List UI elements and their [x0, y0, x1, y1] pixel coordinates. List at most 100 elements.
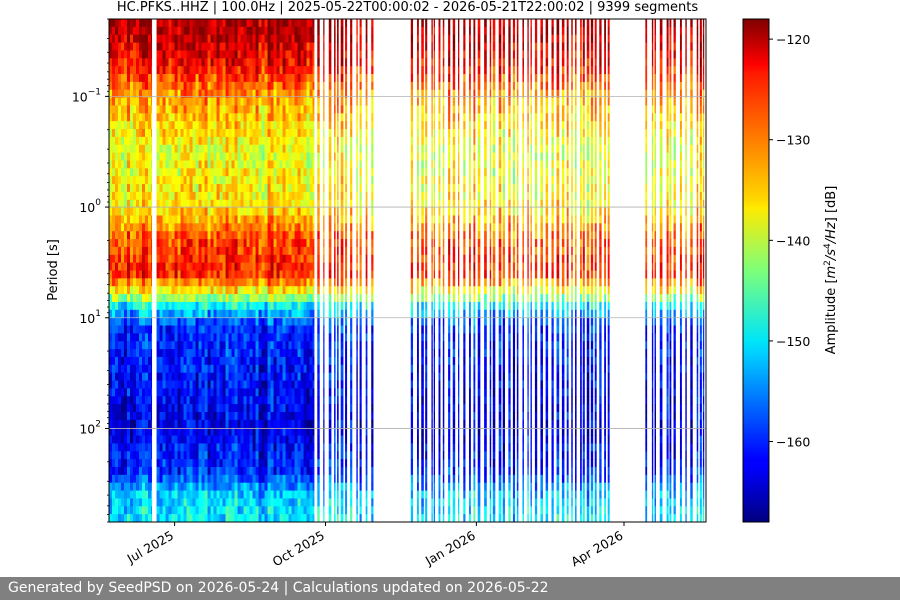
psd-cell — [148, 199, 152, 209]
psd-cell — [219, 89, 223, 98]
psd-cell — [142, 356, 146, 366]
psd-cell — [350, 136, 353, 146]
psd-cell — [261, 490, 265, 499]
psd-cell — [309, 152, 313, 161]
psd-cell — [234, 482, 238, 491]
psd-cell — [294, 184, 298, 193]
psd-cell — [345, 356, 348, 366]
psd-cell — [285, 262, 289, 271]
psd-cell — [336, 129, 339, 138]
psd-cell — [340, 451, 344, 460]
psd-cell — [345, 380, 348, 389]
psd-cell — [198, 246, 202, 256]
psd-cell — [183, 380, 187, 389]
psd-cell — [213, 254, 217, 264]
psd-cell — [345, 506, 348, 515]
psd-cell — [328, 498, 332, 507]
psd-cell — [151, 514, 153, 522]
psd-cell — [192, 152, 196, 161]
psd-cell — [255, 97, 259, 106]
psd-cell — [213, 113, 217, 122]
psd-cell — [130, 435, 134, 444]
psd-cell — [270, 191, 274, 201]
psd-cell — [336, 317, 339, 326]
psd-cell — [201, 419, 205, 429]
psd-cell — [261, 74, 265, 83]
psd-cell — [180, 144, 184, 154]
psd-cell — [328, 380, 332, 389]
psd-cell — [273, 364, 277, 374]
psd-cell — [336, 419, 339, 429]
psd-cell — [261, 325, 265, 334]
psd-cell — [219, 325, 223, 334]
psd-cell — [237, 42, 241, 51]
psd-cell — [222, 160, 226, 169]
psd-cell — [115, 168, 119, 177]
psd-cell — [127, 239, 131, 248]
psd-cell — [121, 34, 125, 43]
psd-cell — [177, 152, 181, 161]
psd-cell — [151, 121, 153, 130]
psd-cell — [118, 270, 122, 279]
psd-cell — [145, 443, 149, 452]
psd-cell — [303, 341, 307, 350]
psd-cell — [255, 215, 259, 224]
psd-cell — [285, 152, 289, 161]
psd-cell — [198, 309, 202, 319]
psd-cell — [334, 215, 336, 224]
psd-cell — [309, 191, 313, 201]
psd-cell — [294, 168, 298, 177]
psd-cell — [213, 341, 217, 350]
psd-cell — [168, 498, 172, 507]
psd-cell — [130, 74, 134, 83]
psd-cell — [288, 482, 292, 491]
psd-cell — [198, 207, 202, 216]
psd-column — [130, 19, 134, 522]
psd-cell — [219, 388, 223, 397]
psd-cell — [124, 356, 128, 366]
psd-cell — [264, 443, 268, 452]
psd-cell — [294, 380, 298, 389]
psd-cell — [121, 262, 125, 271]
psd-cell — [350, 333, 353, 342]
psd-cell — [171, 443, 175, 452]
psd-cell — [317, 199, 320, 209]
psd-cell — [294, 294, 298, 303]
psd-cell — [177, 286, 181, 295]
psd-cell — [306, 262, 310, 271]
psd-cell — [270, 514, 274, 522]
psd-cell — [234, 160, 238, 169]
psd-cell — [345, 81, 348, 91]
psd-cell — [231, 254, 235, 264]
psd-cell — [258, 309, 262, 319]
psd-cell — [115, 34, 119, 43]
psd-cell — [124, 81, 128, 91]
psd-cell — [124, 349, 128, 358]
psd-cell — [282, 207, 286, 216]
psd-cell — [294, 482, 298, 491]
psd-cell — [118, 26, 122, 36]
psd-cell — [159, 42, 163, 51]
psd-cell — [124, 364, 128, 374]
psd-cell — [246, 129, 250, 138]
psd-cell — [165, 443, 169, 452]
psd-cell — [139, 26, 143, 36]
psd-cell — [282, 176, 286, 185]
psd-cell — [133, 136, 137, 146]
psd-cell — [222, 474, 226, 484]
psd-cell — [231, 364, 235, 374]
psd-cell — [279, 443, 283, 452]
psd-cell — [312, 262, 315, 271]
psd-cell — [177, 215, 181, 224]
psd-column — [213, 19, 217, 522]
psd-cell — [133, 286, 137, 295]
psd-cell — [213, 223, 217, 232]
psd-cell — [118, 372, 122, 381]
psd-cell — [261, 113, 265, 122]
psd-cell — [145, 42, 149, 51]
psd-column — [219, 19, 223, 522]
psd-cell — [264, 58, 268, 67]
psd-cell — [340, 333, 344, 342]
psd-cell — [252, 160, 256, 169]
psd-cell — [195, 176, 199, 185]
